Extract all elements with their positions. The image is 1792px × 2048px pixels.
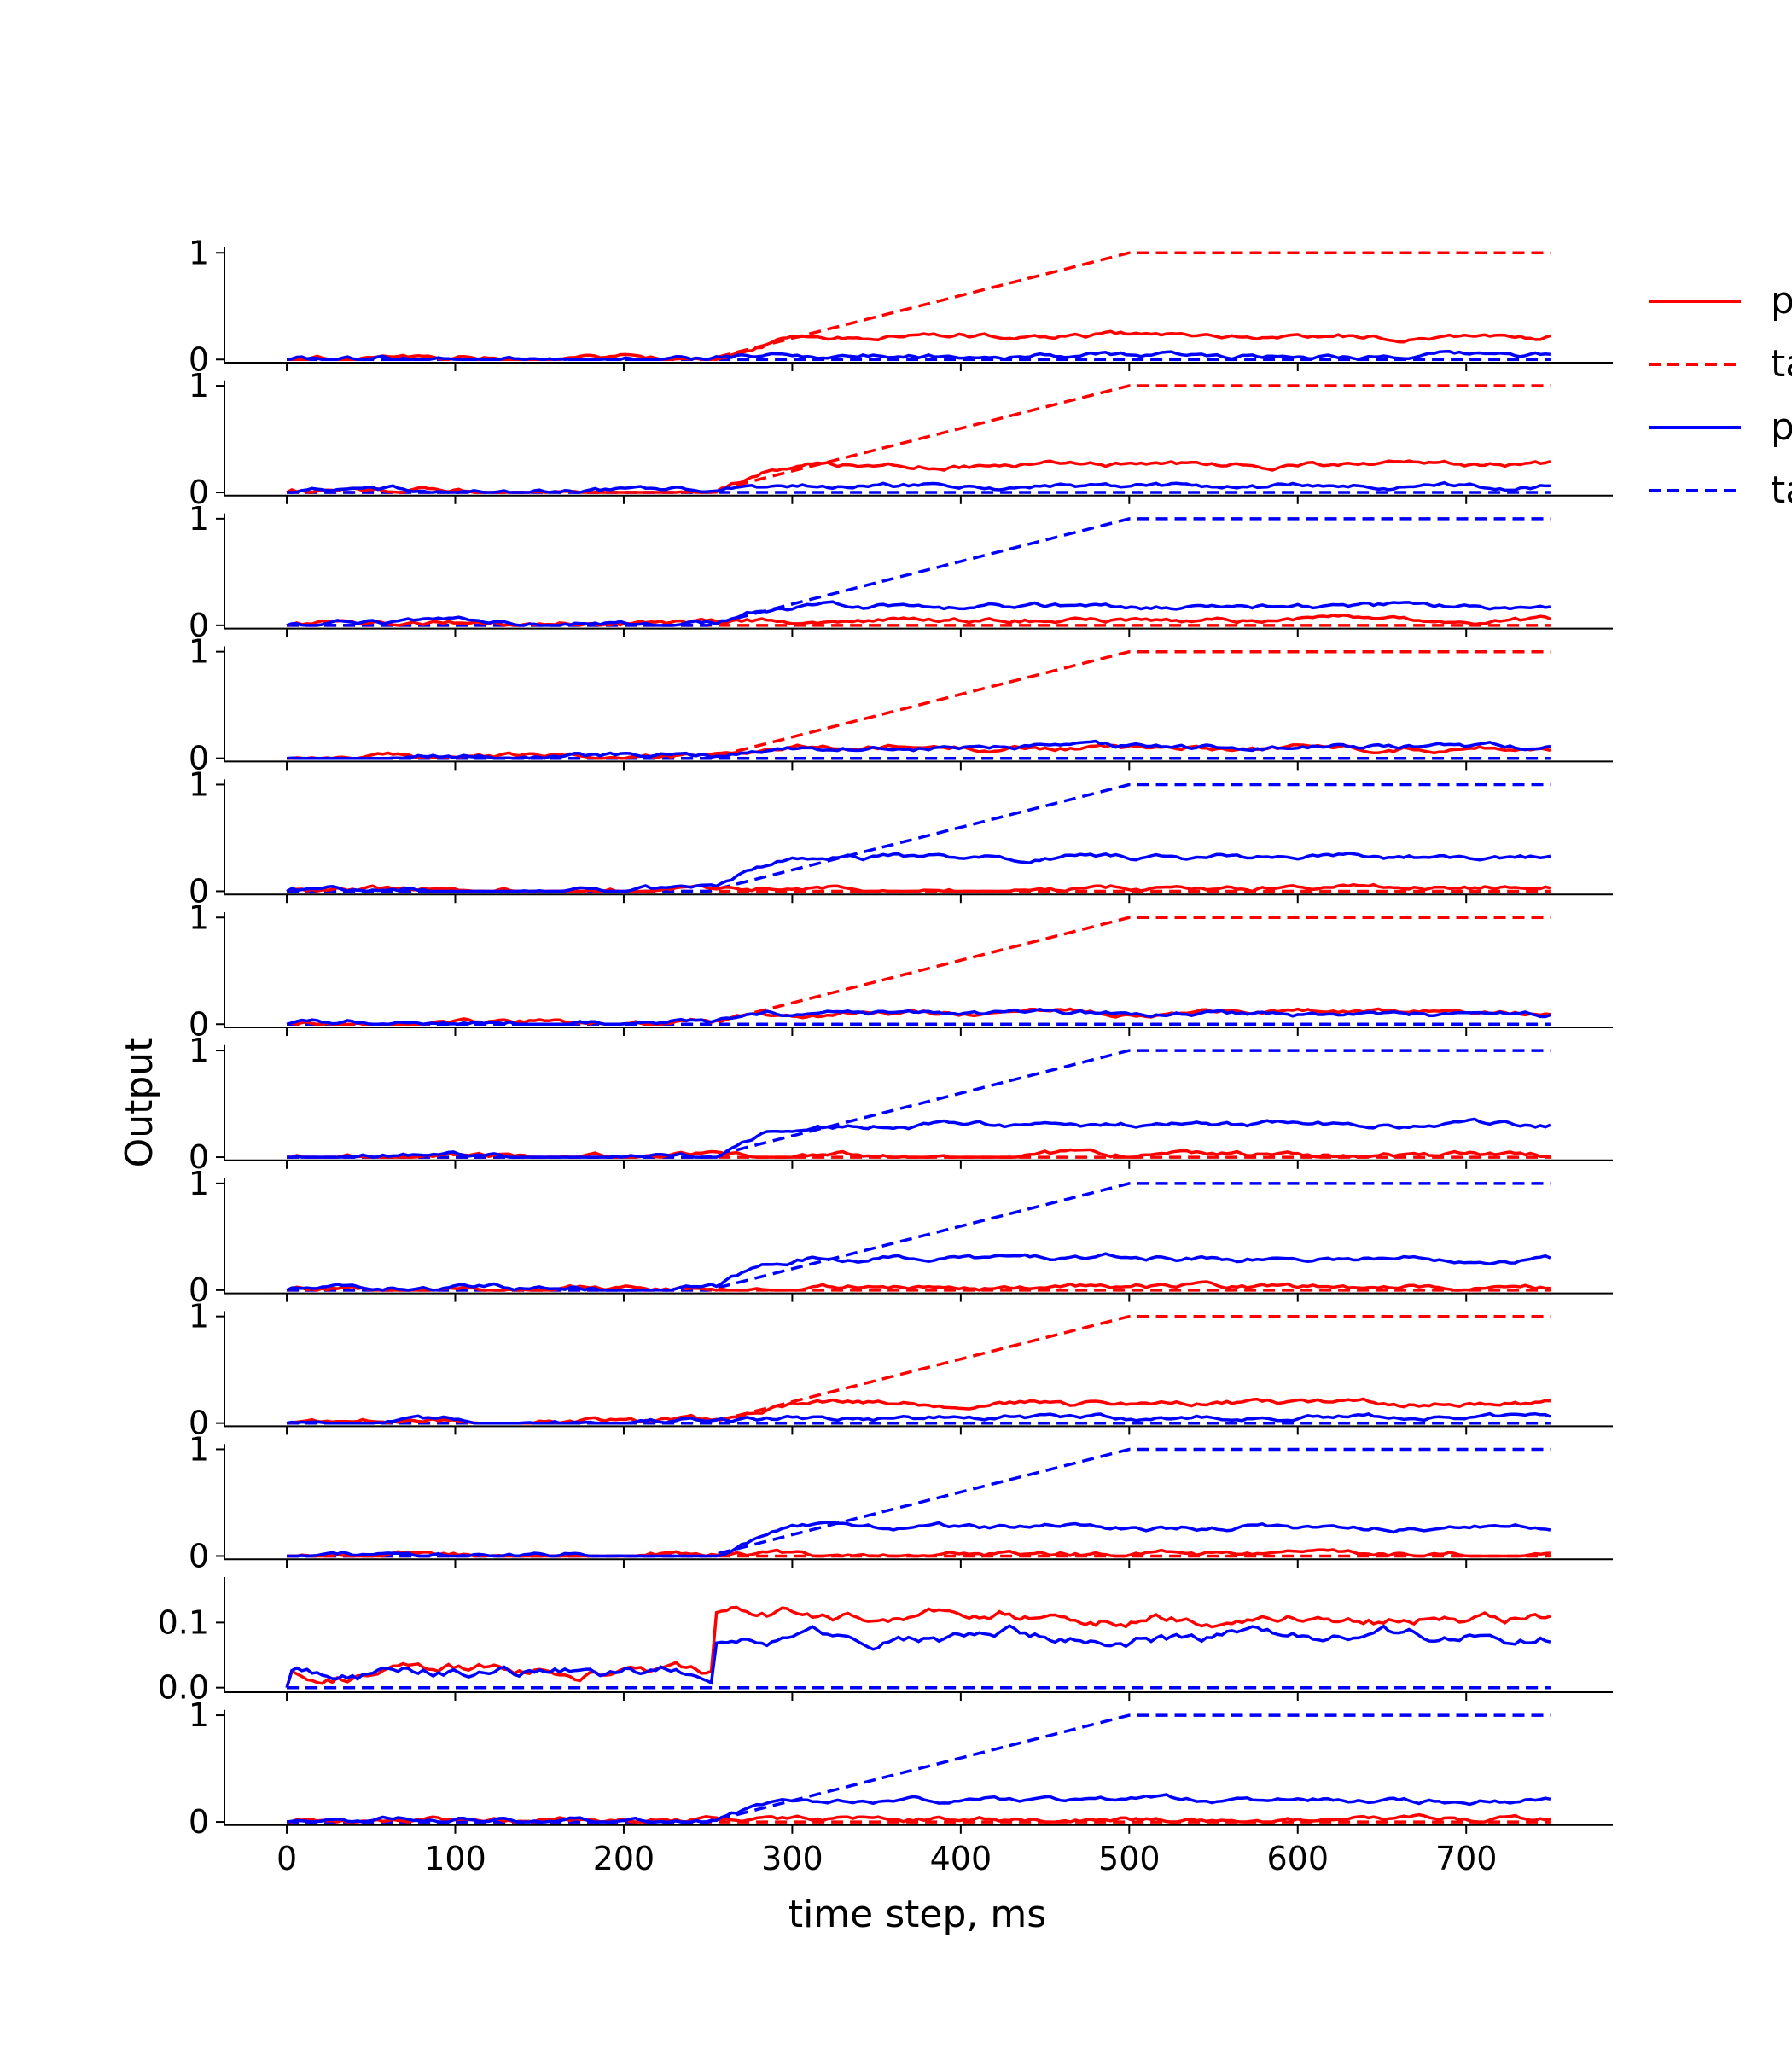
x-axis-label: time step, ms	[788, 1893, 1046, 1936]
prediction-blue-line	[286, 1252, 1551, 1292]
prediction-blue-line	[285, 1624, 1551, 1689]
subplot-8: 01	[189, 1165, 1613, 1309]
prediction-blue-line	[287, 480, 1551, 494]
prediction-blue-line	[286, 739, 1551, 760]
target-blue-line	[287, 1447, 1551, 1558]
y-axis-label: Output	[118, 1038, 161, 1168]
target-blue-line	[287, 517, 1551, 627]
prediction-red-line	[285, 1605, 1551, 1689]
target-red-line	[287, 649, 1551, 760]
y-tick-label: 0	[189, 1005, 209, 1043]
y-tick-label: 1	[189, 1430, 209, 1468]
y-tick-label: 0	[189, 1271, 209, 1309]
y-tick-label: 0	[189, 1405, 209, 1442]
y-tick-label: 0.0	[158, 1669, 209, 1707]
target-blue-line	[287, 1049, 1551, 1159]
y-tick-label: 1	[189, 1032, 209, 1069]
x-tick-label: 700	[1435, 1840, 1498, 1877]
y-tick-label: 1	[189, 1165, 209, 1202]
prediction-blue-line	[286, 350, 1551, 362]
prediction-blue-line	[286, 1411, 1551, 1425]
subplot-9: 01	[189, 1298, 1613, 1442]
y-tick-label: 1	[189, 633, 209, 671]
target-blue-line	[287, 783, 1551, 893]
y-tick-label: 0.1	[158, 1603, 209, 1641]
target-blue-line	[287, 1713, 1551, 1824]
prediction-red-line	[286, 1280, 1551, 1292]
subplot-5: 01	[189, 765, 1613, 910]
x-tick-label: 300	[761, 1840, 823, 1877]
prediction-blue-line	[286, 1007, 1551, 1027]
legend: p ta p ta	[1649, 279, 1792, 512]
prediction-blue-line	[287, 1117, 1551, 1159]
legend-label: p	[1771, 405, 1792, 449]
y-tick-label: 0	[189, 1537, 209, 1574]
subplot-11: 0.0 0.1	[158, 1577, 1613, 1707]
legend-label: p	[1771, 279, 1792, 323]
subplot-3: 01	[189, 500, 1613, 644]
subplot-6: 01	[189, 899, 1613, 1043]
prediction-blue-line	[287, 1521, 1551, 1558]
prediction-blue-line	[286, 1793, 1551, 1824]
y-tick-label: 1	[189, 1298, 209, 1335]
y-tick-label: 0	[189, 872, 209, 910]
x-tick-label: 500	[1098, 1840, 1161, 1877]
y-tick-label: 0	[189, 607, 209, 644]
y-tick-label: 0	[189, 740, 209, 777]
target-blue-line	[287, 1182, 1551, 1292]
subplot-10: 01	[189, 1430, 1613, 1574]
y-tick-label: 1	[189, 500, 209, 538]
prediction-red-line	[286, 614, 1551, 627]
subplot-4: 01	[189, 633, 1613, 777]
target-red-line	[287, 916, 1551, 1027]
y-tick-label: 1	[189, 1696, 209, 1734]
prediction-blue-line	[286, 600, 1551, 627]
subplot-2: 01	[189, 367, 1613, 511]
subplot-12: 0 1 0 100 200 300 400 500 600 700	[189, 1696, 1613, 1877]
legend-label: ta	[1771, 468, 1792, 512]
target-red-line	[287, 1314, 1551, 1425]
target-red-line	[287, 251, 1551, 362]
subplot-1: 01	[189, 234, 1613, 378]
y-tick-label: 0	[189, 1138, 209, 1176]
y-tick-label: 1	[189, 367, 209, 404]
legend-label: ta	[1771, 342, 1792, 386]
y-tick-label: 1	[189, 765, 209, 803]
x-tick-label: 100	[424, 1840, 486, 1877]
x-tick-label: 200	[593, 1840, 655, 1877]
subplot-7: 01	[189, 1032, 1613, 1176]
y-tick-label: 1	[189, 234, 209, 271]
y-tick-label: 0	[189, 1803, 209, 1841]
y-tick-label: 0	[189, 474, 209, 511]
target-red-line	[287, 384, 1551, 494]
prediction-red-line	[286, 329, 1551, 362]
x-tick-label: 600	[1267, 1840, 1329, 1877]
x-tick-label: 400	[930, 1840, 992, 1877]
y-tick-label: 0	[189, 340, 209, 378]
prediction-red-line	[286, 459, 1551, 494]
prediction-blue-line	[286, 852, 1551, 893]
y-tick-label: 1	[189, 899, 209, 936]
x-tick-label: 0	[276, 1840, 297, 1877]
